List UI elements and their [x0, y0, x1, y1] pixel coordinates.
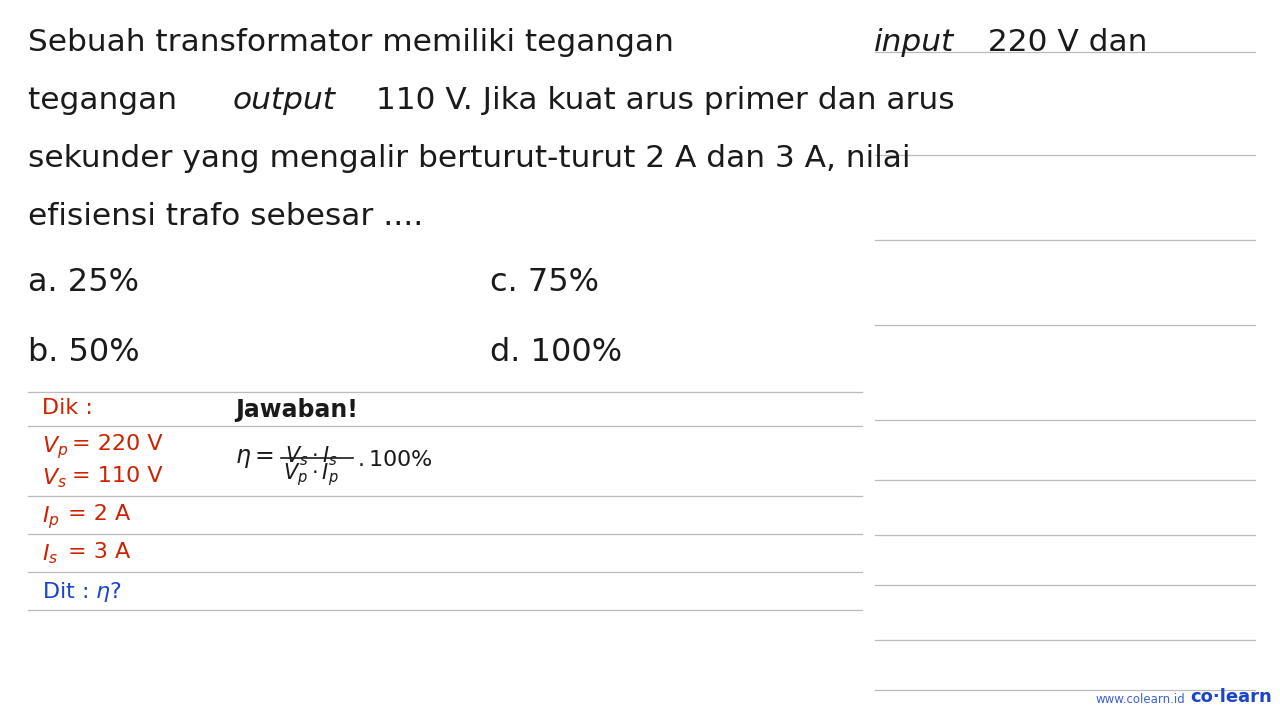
Text: $V_p$: $V_p$	[42, 434, 68, 461]
Text: Dik :: Dik :	[42, 398, 93, 418]
Text: efisiensi trafo sebesar ....: efisiensi trafo sebesar ....	[28, 202, 424, 231]
Text: Jawaban!: Jawaban!	[236, 398, 358, 422]
Text: $I_p$: $I_p$	[42, 504, 60, 531]
Text: $\eta =$: $\eta =$	[236, 446, 274, 470]
Text: = 3 A: = 3 A	[68, 542, 131, 562]
Text: $.100\%$: $.100\%$	[357, 450, 433, 470]
Text: input: input	[874, 28, 955, 57]
Text: tegangan: tegangan	[28, 86, 187, 115]
Text: a. 25%: a. 25%	[28, 267, 140, 298]
Text: b. 50%: b. 50%	[28, 337, 140, 368]
Text: c. 75%: c. 75%	[490, 267, 599, 298]
Text: $I_s$: $I_s$	[42, 542, 59, 566]
Text: = 220 V: = 220 V	[72, 434, 163, 454]
Text: $V_s \cdot I_s$: $V_s \cdot I_s$	[285, 444, 338, 467]
Text: Dit : $\eta$?: Dit : $\eta$?	[42, 580, 122, 604]
Text: = 2 A: = 2 A	[68, 504, 131, 524]
Text: co·learn: co·learn	[1190, 688, 1272, 706]
Text: = 110 V: = 110 V	[72, 466, 163, 486]
Text: Sebuah transformator memiliki tegangan: Sebuah transformator memiliki tegangan	[28, 28, 684, 57]
Text: $V_p \cdot I_p$: $V_p \cdot I_p$	[283, 461, 339, 488]
Text: d. 100%: d. 100%	[490, 337, 622, 368]
Text: 220 V dan: 220 V dan	[978, 28, 1147, 57]
Text: $V_s$: $V_s$	[42, 466, 67, 490]
Text: 110 V. Jika kuat arus primer dan arus: 110 V. Jika kuat arus primer dan arus	[366, 86, 955, 115]
Text: output: output	[233, 86, 335, 115]
Text: sekunder yang mengalir berturut-turut 2 A dan 3 A, nilai: sekunder yang mengalir berturut-turut 2 …	[28, 144, 910, 173]
Text: www.colearn.id: www.colearn.id	[1094, 693, 1185, 706]
